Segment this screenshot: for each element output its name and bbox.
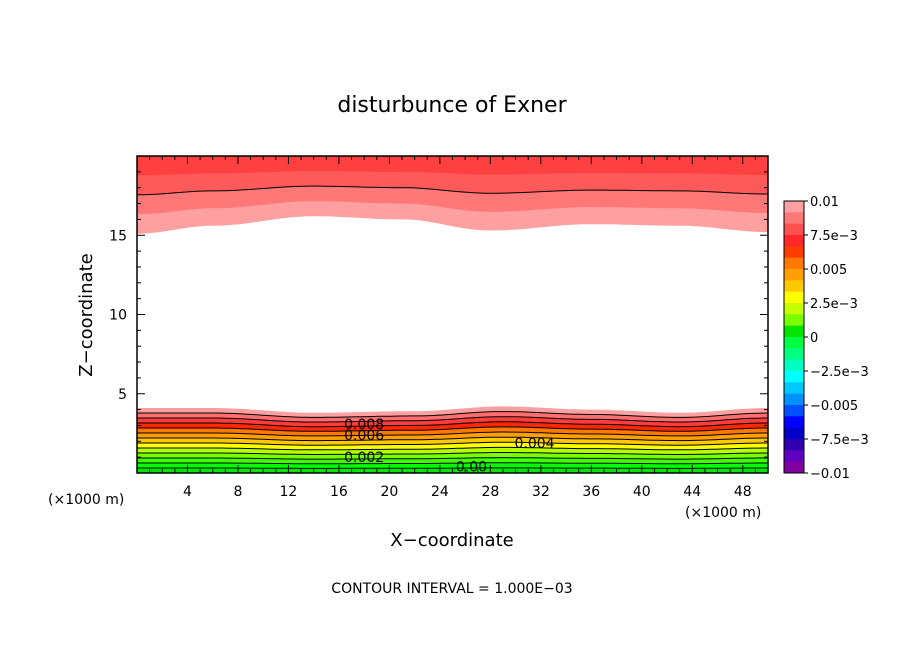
x-axis-label: X−coordinate	[390, 530, 513, 551]
colorbar-swatch	[784, 427, 804, 440]
contour-line	[137, 462, 768, 465]
contour-label: 0.00	[456, 460, 487, 476]
colorbar-swatch	[784, 393, 804, 406]
x-tick-label: 4	[183, 484, 192, 500]
contour-line	[137, 441, 768, 446]
contour-line	[137, 467, 768, 469]
colorbar-label: 0.01	[810, 195, 839, 210]
contour-band-top	[137, 156, 768, 176]
x-unit-left: (×1000 m)	[48, 492, 124, 508]
contour-label: 0.006	[344, 428, 384, 444]
colorbar-swatch	[784, 405, 804, 417]
x-tick-label: 40	[633, 484, 651, 500]
colorbar-label: 7.5e−3	[810, 229, 858, 244]
colorbar: 0.01 7.5e−3 0.005 2.5e−3 0 −2.5e−3 −0.005 −7.5e…	[783, 195, 869, 482]
colorbar-swatch	[784, 269, 804, 281]
colorbar-swatch	[784, 314, 804, 327]
x-tick-label: 48	[734, 484, 752, 500]
contour-line	[137, 416, 768, 423]
colorbar-swatch	[784, 337, 804, 349]
colorbar-swatch	[784, 223, 804, 236]
colorbar-swatch	[784, 359, 804, 372]
contour-line	[137, 452, 768, 455]
y-tick-label: 15	[109, 228, 127, 244]
x-tick-label: 36	[582, 484, 600, 500]
colorbar-swatch	[784, 235, 804, 247]
colorbar-swatch	[784, 348, 804, 361]
x-axis: 4 8 12 16 20 24 28 32 36 40 44 48	[136, 156, 769, 500]
contour-line	[137, 185, 768, 196]
contour-fill	[137, 156, 768, 473]
contour-line	[137, 457, 768, 460]
colorbar-swatch	[784, 416, 804, 429]
contour-line	[137, 431, 768, 437]
contour-label: 0.002	[344, 450, 384, 466]
contour-interval-note: CONTOUR INTERVAL = 1.000E−03	[331, 581, 572, 597]
colorbar-swatch	[784, 291, 804, 304]
colorbar-label: 2.5e−3	[810, 297, 858, 312]
y-axis: 5 10 15	[109, 155, 768, 474]
x-tick-label: 44	[683, 484, 701, 500]
colorbar-swatch	[784, 461, 804, 474]
x-tick-label: 20	[380, 484, 398, 500]
colorbar-label: 0.005	[810, 263, 847, 278]
colorbar-label: −7.5e−3	[810, 433, 869, 448]
contour-line	[137, 446, 768, 451]
contour-label: 0.008	[344, 417, 384, 433]
colorbar-label: −2.5e−3	[810, 365, 869, 380]
x-tick-label: 12	[280, 484, 298, 500]
x-tick-label: 28	[481, 484, 499, 500]
colorbar-swatch	[784, 257, 804, 270]
contour-line	[137, 436, 768, 442]
colorbar-swatch	[784, 212, 804, 225]
colorbar-swatch	[784, 201, 804, 213]
contour-lines	[137, 185, 768, 469]
y-tick-label: 5	[118, 387, 127, 403]
x-tick-label: 16	[330, 484, 348, 500]
colorbar-swatch	[784, 439, 804, 451]
contour-line	[137, 426, 768, 432]
colorbar-swatch	[784, 246, 804, 259]
x-tick-label: 32	[532, 484, 550, 500]
x-unit-right: (×1000 m)	[685, 505, 761, 521]
colorbar-swatch	[784, 371, 804, 383]
y-tick-label: 10	[109, 308, 127, 324]
colorbar-label: 0	[810, 331, 818, 346]
contour-label: 0.004	[514, 436, 554, 452]
colorbar-swatch	[784, 382, 804, 395]
x-tick-label: 8	[233, 484, 242, 500]
contour-line	[137, 421, 768, 428]
colorbar-label: −0.01	[810, 467, 850, 482]
colorbar-label: −0.005	[810, 399, 858, 414]
colorbar-swatch	[784, 280, 804, 293]
x-tick-label: 24	[431, 484, 449, 500]
contour-line	[137, 411, 768, 418]
chart-title: disturbunce of Exner	[337, 93, 567, 118]
colorbar-swatch	[784, 325, 804, 338]
colorbar-swatch	[784, 450, 804, 463]
y-axis-label: Z−coordinate	[76, 253, 97, 376]
colorbar-swatch	[784, 303, 804, 315]
